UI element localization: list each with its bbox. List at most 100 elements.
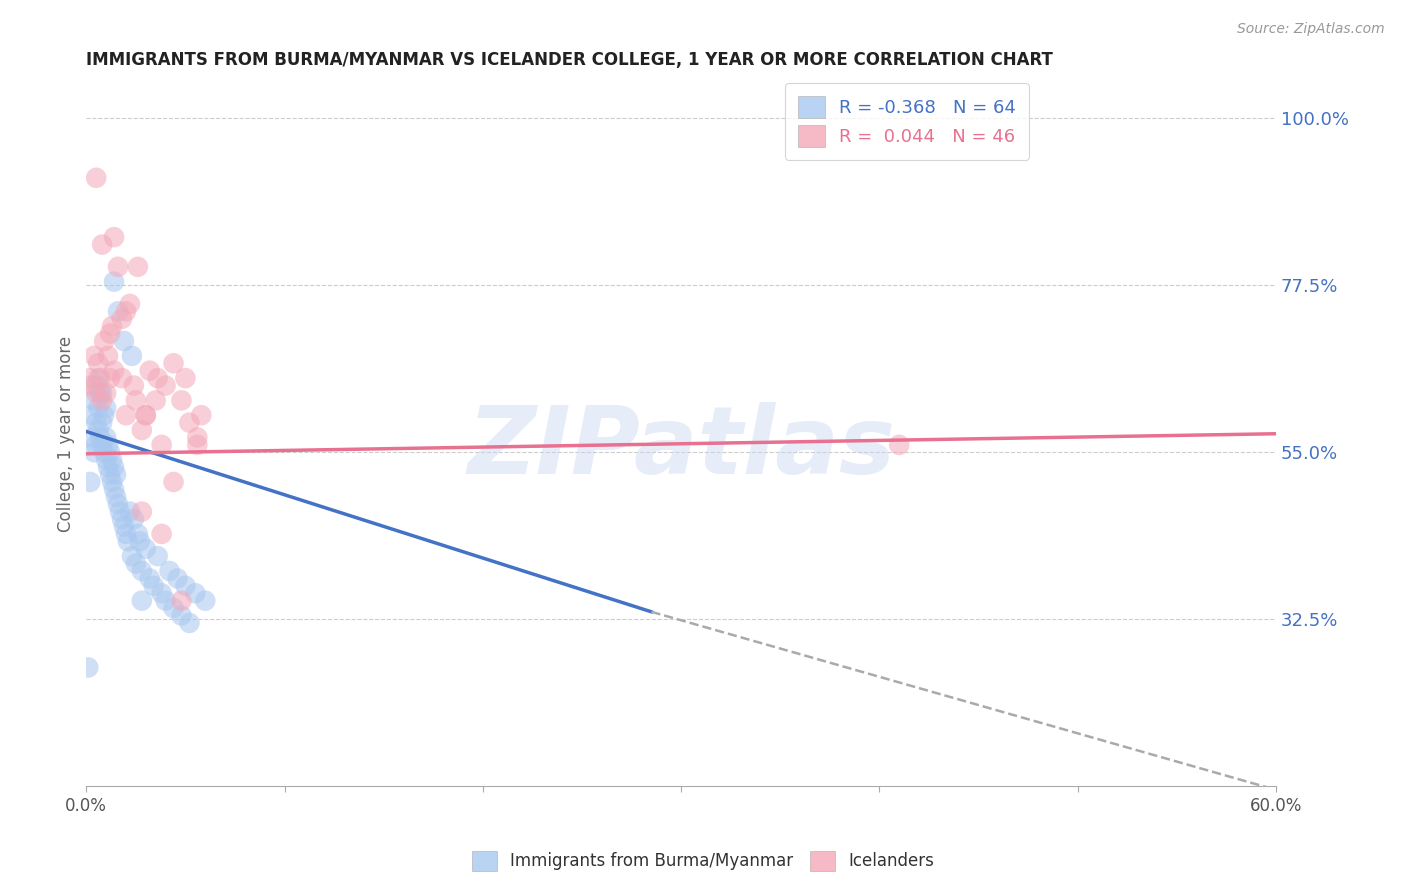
Point xyxy=(107,304,129,318)
Point xyxy=(139,364,162,378)
Point xyxy=(84,416,107,430)
Point xyxy=(107,260,129,274)
Point xyxy=(142,579,165,593)
Point xyxy=(93,334,115,348)
Point xyxy=(94,430,117,444)
Point xyxy=(83,393,105,408)
Point xyxy=(170,393,193,408)
Point xyxy=(112,334,135,348)
Point xyxy=(155,593,177,607)
Point xyxy=(179,615,201,630)
Point xyxy=(89,430,111,444)
Legend: R = -0.368   N = 64, R =  0.044   N = 46: R = -0.368 N = 64, R = 0.044 N = 46 xyxy=(786,83,1029,160)
Point xyxy=(146,371,169,385)
Point xyxy=(127,527,149,541)
Point xyxy=(179,416,201,430)
Point xyxy=(83,445,105,459)
Point xyxy=(174,579,197,593)
Point xyxy=(146,549,169,563)
Point xyxy=(117,534,139,549)
Point xyxy=(84,170,107,185)
Point xyxy=(91,438,114,452)
Point xyxy=(135,408,157,422)
Point xyxy=(184,586,207,600)
Point xyxy=(166,571,188,585)
Point xyxy=(87,423,110,437)
Point xyxy=(93,445,115,459)
Point xyxy=(131,593,153,607)
Y-axis label: College, 1 year or more: College, 1 year or more xyxy=(58,335,75,532)
Point xyxy=(98,467,121,482)
Point xyxy=(162,475,184,489)
Point xyxy=(135,541,157,556)
Point xyxy=(127,260,149,274)
Point xyxy=(94,401,117,415)
Point xyxy=(98,445,121,459)
Point xyxy=(83,349,105,363)
Text: IMMIGRANTS FROM BURMA/MYANMAR VS ICELANDER COLLEGE, 1 YEAR OR MORE CORRELATION C: IMMIGRANTS FROM BURMA/MYANMAR VS ICELAND… xyxy=(86,51,1053,69)
Point xyxy=(97,460,120,475)
Point xyxy=(122,378,145,392)
Point xyxy=(131,423,153,437)
Point xyxy=(125,557,148,571)
Point xyxy=(190,408,212,422)
Point xyxy=(101,475,124,489)
Point xyxy=(97,349,120,363)
Point xyxy=(82,408,104,422)
Point xyxy=(82,378,104,392)
Point xyxy=(170,593,193,607)
Point xyxy=(89,371,111,385)
Point xyxy=(115,527,138,541)
Point xyxy=(101,452,124,467)
Point xyxy=(108,505,131,519)
Point xyxy=(159,564,181,578)
Point xyxy=(170,608,193,623)
Point xyxy=(186,438,208,452)
Point xyxy=(150,527,173,541)
Point xyxy=(118,505,141,519)
Point xyxy=(111,371,134,385)
Point xyxy=(103,460,125,475)
Point xyxy=(105,467,128,482)
Point xyxy=(93,408,115,422)
Point xyxy=(131,564,153,578)
Point xyxy=(121,549,143,563)
Point xyxy=(91,393,114,408)
Point xyxy=(87,401,110,415)
Point xyxy=(155,378,177,392)
Point xyxy=(91,386,114,401)
Point xyxy=(103,364,125,378)
Point xyxy=(103,275,125,289)
Point xyxy=(103,483,125,497)
Point xyxy=(84,378,107,392)
Point xyxy=(105,490,128,504)
Point xyxy=(103,230,125,244)
Point xyxy=(889,438,911,452)
Point xyxy=(115,408,138,422)
Point xyxy=(111,512,134,526)
Point xyxy=(186,430,208,444)
Point xyxy=(94,386,117,401)
Point xyxy=(174,371,197,385)
Point xyxy=(87,371,110,385)
Point xyxy=(111,311,134,326)
Point xyxy=(115,304,138,318)
Point xyxy=(79,371,101,385)
Point xyxy=(128,534,150,549)
Point xyxy=(194,593,217,607)
Point xyxy=(82,430,104,444)
Point xyxy=(162,356,184,370)
Point xyxy=(150,438,173,452)
Point xyxy=(162,601,184,615)
Point xyxy=(97,438,120,452)
Point xyxy=(150,586,173,600)
Point xyxy=(98,326,121,341)
Point xyxy=(135,408,157,422)
Point xyxy=(139,571,162,585)
Point xyxy=(125,393,148,408)
Point xyxy=(101,319,124,334)
Point xyxy=(84,438,107,452)
Text: Source: ZipAtlas.com: Source: ZipAtlas.com xyxy=(1237,22,1385,37)
Point xyxy=(122,512,145,526)
Point xyxy=(118,297,141,311)
